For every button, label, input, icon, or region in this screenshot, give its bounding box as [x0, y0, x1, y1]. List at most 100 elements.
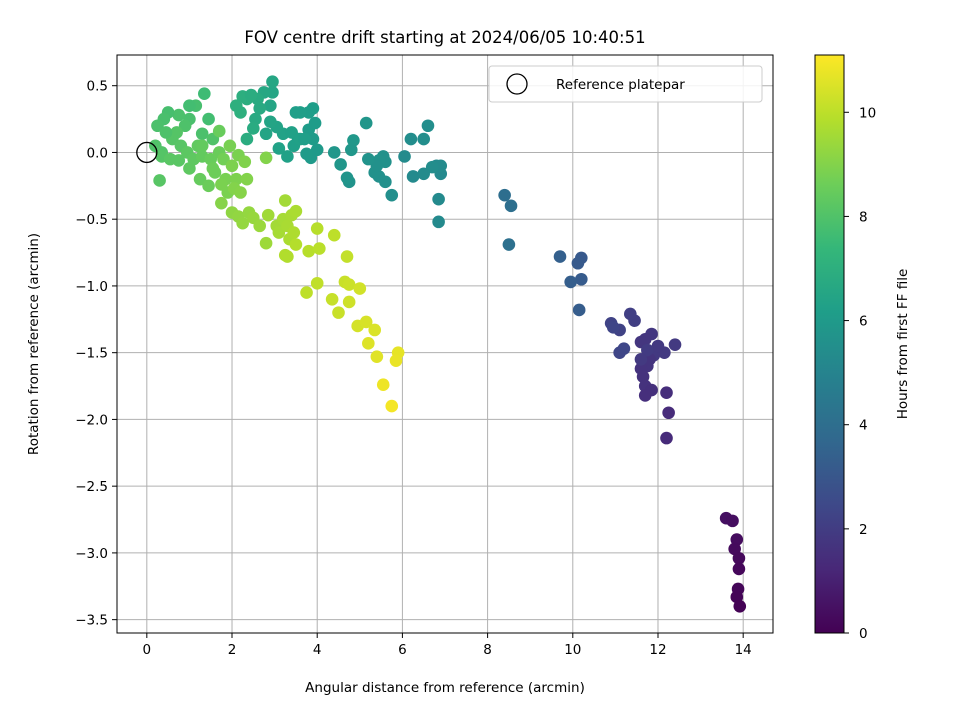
y-tick-label: 0.0 — [87, 145, 108, 161]
data-point — [298, 132, 311, 146]
data-point — [313, 242, 326, 255]
x-tick-label: 8 — [483, 642, 492, 658]
data-point — [502, 238, 516, 251]
x-tick-label: 2 — [228, 642, 237, 658]
colorbar-gradient — [815, 55, 844, 633]
data-point — [170, 126, 183, 139]
colorbar-tick-label: 2 — [859, 522, 868, 538]
data-point — [289, 238, 303, 251]
data-point — [732, 562, 746, 576]
data-point — [285, 126, 298, 139]
colorbar-tick-label: 10 — [859, 105, 876, 121]
data-point — [606, 321, 620, 334]
data-point — [425, 160, 439, 174]
y-tick-label: −3.0 — [75, 546, 108, 562]
data-point — [498, 188, 511, 202]
data-point — [668, 338, 682, 351]
data-point — [359, 116, 373, 130]
data-point — [641, 343, 654, 357]
data-point — [634, 353, 648, 366]
data-point — [368, 323, 382, 337]
data-point — [238, 155, 252, 169]
data-point — [334, 158, 347, 171]
data-point — [300, 286, 313, 299]
data-point — [223, 139, 237, 153]
data-point — [266, 75, 279, 88]
data-point — [202, 179, 215, 193]
data-point — [300, 147, 313, 161]
data-point — [327, 228, 341, 242]
data-point — [217, 152, 230, 166]
data-point — [617, 342, 631, 355]
data-point — [504, 199, 518, 213]
data-point — [234, 106, 247, 119]
colorbar-tick-label: 8 — [859, 209, 868, 225]
data-point — [234, 186, 247, 199]
y-tick-label: −1.5 — [75, 346, 108, 362]
data-point — [281, 250, 294, 263]
data-point — [272, 142, 286, 155]
x-tick-label: 14 — [735, 642, 752, 658]
data-point — [225, 159, 239, 173]
data-point — [261, 208, 275, 222]
data-point — [172, 108, 186, 122]
data-point — [571, 256, 585, 270]
data-point — [344, 143, 358, 157]
data-point — [325, 292, 339, 306]
data-point — [332, 306, 345, 319]
data-point — [417, 132, 431, 146]
data-point — [278, 194, 292, 207]
data-point — [370, 159, 384, 173]
data-point — [376, 378, 390, 392]
data-point — [553, 250, 567, 263]
data-point — [398, 150, 411, 163]
data-point — [327, 146, 341, 159]
data-point — [732, 551, 746, 565]
data-point — [215, 196, 228, 210]
data-point — [370, 350, 384, 363]
x-tick-label: 6 — [398, 642, 407, 658]
data-point — [198, 87, 211, 101]
data-point — [212, 124, 226, 138]
y-tick-label: −2.0 — [75, 412, 108, 428]
data-point — [244, 88, 258, 102]
x-axis-ticks: 0 2 4 6 8 10 12 14 — [143, 633, 752, 658]
data-point — [193, 172, 207, 186]
data-point — [342, 278, 356, 291]
colorbar-tick-label: 6 — [859, 314, 868, 330]
colorbar-tick-label: 4 — [859, 418, 868, 434]
data-point — [417, 167, 431, 181]
colorbar-frame — [814, 54, 845, 634]
data-point — [340, 250, 354, 263]
chart-title: FOV centre drift starting at 2024/06/05 … — [244, 28, 645, 47]
data-point — [726, 514, 739, 528]
data-point — [638, 389, 652, 402]
data-point — [310, 276, 324, 290]
data-point — [183, 99, 196, 113]
data-point — [660, 431, 673, 445]
colorbar-tick-label: 0 — [859, 626, 868, 642]
data-point — [195, 139, 209, 153]
data-point — [178, 119, 192, 133]
x-tick-label: 0 — [143, 642, 152, 658]
y-axis-label: Rotation from reference (arcmin) — [26, 233, 42, 455]
data-point — [287, 226, 301, 239]
data-point — [385, 399, 399, 413]
data-point — [289, 204, 303, 218]
legend-box — [488, 65, 763, 103]
data-point — [406, 170, 420, 183]
x-tick-label: 4 — [313, 642, 322, 658]
y-tick-label: −0.5 — [75, 212, 108, 228]
data-point — [163, 152, 177, 166]
data-points — [136, 75, 747, 613]
data-point — [253, 219, 267, 233]
reference-platepar-marker — [136, 141, 158, 164]
data-point — [202, 112, 215, 126]
colorbar-ticks: 0 2 4 6 8 10 — [844, 105, 876, 642]
data-point — [281, 150, 294, 163]
plot-frame — [116, 54, 774, 634]
data-point — [342, 295, 356, 309]
x-axis-label: Angular distance from reference (arcmin) — [305, 680, 585, 696]
colorbar: 0 2 4 6 8 10 Hours from first FF file — [814, 54, 911, 642]
data-point — [575, 272, 588, 286]
